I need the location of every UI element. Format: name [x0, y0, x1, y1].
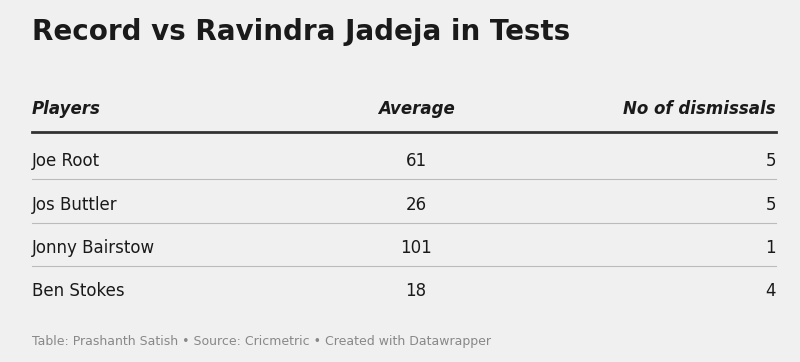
Text: 4: 4	[766, 282, 776, 300]
Text: Average: Average	[378, 100, 454, 118]
Text: Jos Buttler: Jos Buttler	[32, 195, 118, 214]
Text: Players: Players	[32, 100, 101, 118]
Text: Joe Root: Joe Root	[32, 152, 100, 170]
Text: 5: 5	[766, 195, 776, 214]
Text: Table: Prashanth Satish • Source: Cricmetric • Created with Datawrapper: Table: Prashanth Satish • Source: Cricme…	[32, 334, 491, 348]
Text: 5: 5	[766, 152, 776, 170]
Text: 101: 101	[400, 239, 432, 257]
Text: Record vs Ravindra Jadeja in Tests: Record vs Ravindra Jadeja in Tests	[32, 18, 570, 46]
Text: No of dismissals: No of dismissals	[623, 100, 776, 118]
Text: 26: 26	[406, 195, 426, 214]
Text: 1: 1	[766, 239, 776, 257]
Text: 18: 18	[406, 282, 426, 300]
Text: 61: 61	[406, 152, 426, 170]
Text: Jonny Bairstow: Jonny Bairstow	[32, 239, 155, 257]
Text: Ben Stokes: Ben Stokes	[32, 282, 125, 300]
